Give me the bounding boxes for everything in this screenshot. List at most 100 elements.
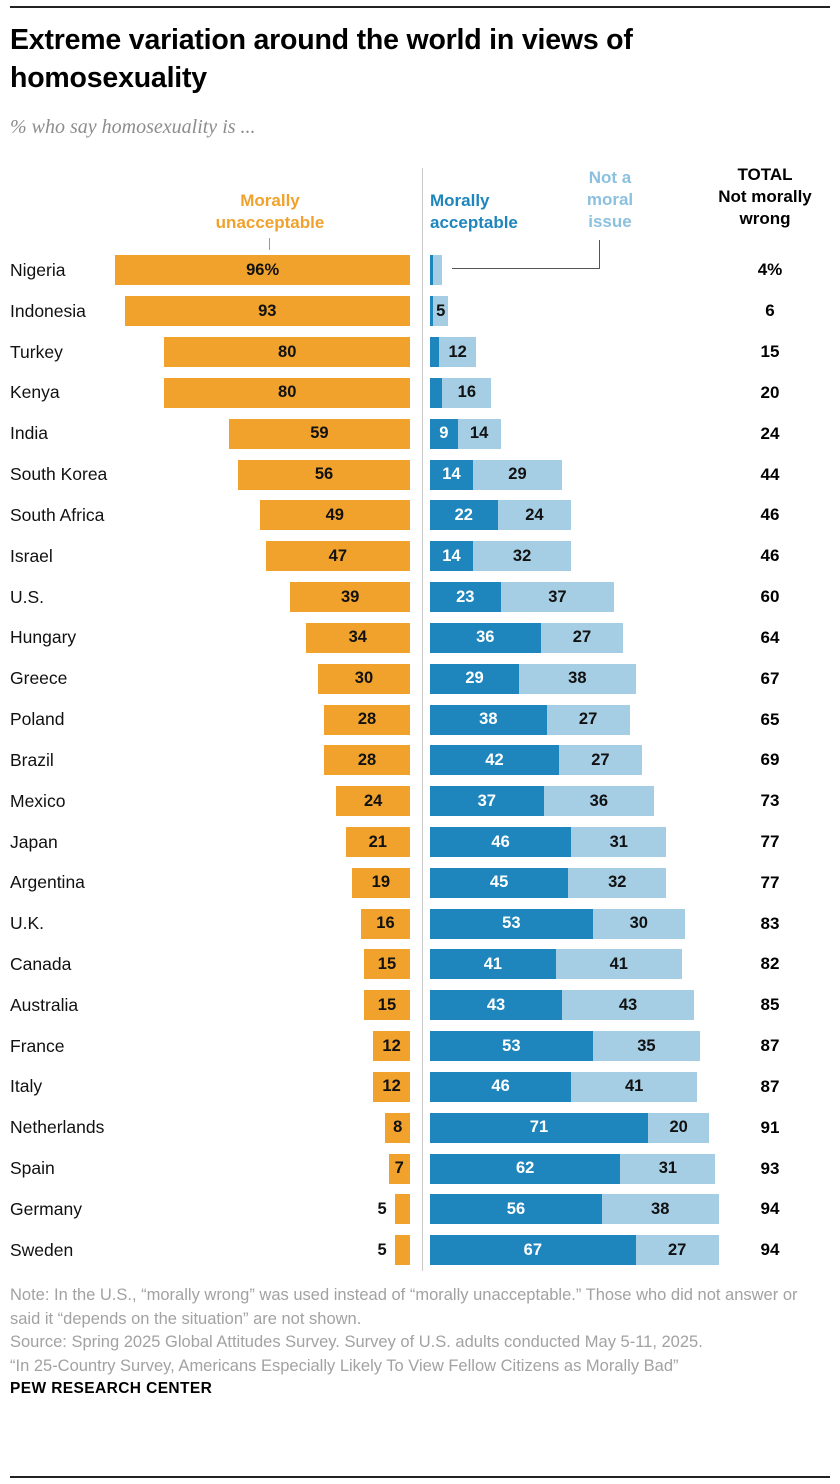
not-moral-value: 27 xyxy=(667,1240,687,1259)
unacceptable-value: 12 xyxy=(382,1036,401,1055)
unacceptable-value: 47 xyxy=(328,546,348,565)
country-label: South Africa xyxy=(10,504,105,525)
not-moral-bar: 37 xyxy=(500,582,615,613)
top-rule xyxy=(10,6,830,8)
not-moral-bar: 20 xyxy=(647,1112,710,1143)
chart-row: Poland 28 38 27 65 xyxy=(0,699,840,740)
chart-title: Extreme variation around the world in vi… xyxy=(10,24,633,94)
unacceptable-zone: 39 xyxy=(115,582,410,613)
not-moral-bar: 30 xyxy=(592,908,685,939)
unacceptable-bar: 28 xyxy=(324,704,410,735)
chart-row: Spain 7 62 31 93 xyxy=(0,1148,840,1189)
not-moral-bar: 29 xyxy=(472,459,562,490)
legend-total-sub: Not morally wrong xyxy=(718,187,812,228)
total-value: 44 xyxy=(760,464,780,484)
unacceptable-bar: 12 xyxy=(373,1031,410,1062)
country-label: Indonesia xyxy=(10,300,86,321)
acceptable-zone: 5 xyxy=(430,296,730,327)
acceptable-bar: 14 xyxy=(430,459,473,490)
footer-source: Source: Spring 2025 Global Attitudes Sur… xyxy=(10,1333,703,1352)
unacceptable-value: 28 xyxy=(357,750,377,769)
acceptable-value: 71 xyxy=(529,1118,549,1137)
acceptable-bar xyxy=(430,255,434,286)
legend-morally-unacceptable: Morally unacceptable xyxy=(215,191,325,232)
unacceptable-value: 16 xyxy=(376,914,395,933)
country-label: Netherlands xyxy=(10,1117,105,1138)
unacceptable-bar: 15 xyxy=(363,949,410,980)
unacceptable-bar: 19 xyxy=(351,867,410,898)
not-moral-bar: 35 xyxy=(592,1031,701,1062)
unacceptable-bar: 49 xyxy=(259,500,410,531)
unacceptable-bar xyxy=(394,1194,410,1225)
not-moral-bar: 27 xyxy=(540,622,624,653)
not-moral-value: 27 xyxy=(578,710,598,729)
chart-row: South Korea 56 14 29 44 xyxy=(0,454,840,495)
unacceptable-value: 7 xyxy=(394,1159,404,1178)
total-value: 94 xyxy=(760,1240,780,1260)
total-value: 83 xyxy=(760,913,780,933)
unacceptable-header-tick xyxy=(269,238,270,250)
not-moral-bar: 5 xyxy=(433,296,449,327)
unacceptable-zone: 49 xyxy=(115,500,410,531)
acceptable-zone: 36 27 xyxy=(430,622,730,653)
unacceptable-value: 8 xyxy=(393,1118,403,1137)
unacceptable-zone: 56 xyxy=(115,459,410,490)
unacceptable-value: 24 xyxy=(363,791,383,810)
unacceptable-bar xyxy=(394,1235,410,1266)
acceptable-bar: 67 xyxy=(430,1235,636,1266)
acceptable-bar: 42 xyxy=(430,745,559,776)
unacceptable-zone: 16 xyxy=(115,908,410,939)
country-label: Sweden xyxy=(10,1239,74,1260)
legend-total: TOTAL Not morally wrong xyxy=(700,164,830,230)
chart-row: Turkey 80 12 15 xyxy=(0,332,840,373)
acceptable-zone: 46 41 xyxy=(430,1071,730,1102)
country-label: Mexico xyxy=(10,790,66,811)
unacceptable-bar: 80 xyxy=(164,337,410,368)
acceptable-zone: 56 38 xyxy=(430,1194,730,1225)
unacceptable-bar: 28 xyxy=(324,745,410,776)
unacceptable-bar: 80 xyxy=(164,377,410,408)
unacceptable-zone: 19 xyxy=(115,867,410,898)
chart-row: U.S. 39 23 37 60 xyxy=(0,577,840,618)
chart-row: Japan 21 46 31 77 xyxy=(0,822,840,863)
not-moral-bar: 27 xyxy=(558,745,642,776)
acceptable-bar: 23 xyxy=(430,582,501,613)
unacceptable-zone: 7 xyxy=(115,1153,410,1184)
total-value: 60 xyxy=(760,587,780,607)
unacceptable-bar: 47 xyxy=(265,541,410,572)
not-moral-bar: 32 xyxy=(472,541,572,572)
unacceptable-zone: 28 xyxy=(115,745,410,776)
unacceptable-bar: 21 xyxy=(345,827,410,857)
not-moral-value: 35 xyxy=(637,1036,656,1055)
acceptable-zone: 71 20 xyxy=(430,1112,730,1143)
not-moral-bar: 38 xyxy=(519,663,636,694)
not-moral-bar xyxy=(433,255,443,286)
unacceptable-value: 96% xyxy=(246,260,280,279)
unacceptable-zone: 59 xyxy=(115,418,410,449)
acceptable-value: 29 xyxy=(465,669,484,688)
unacceptable-bar: 39 xyxy=(290,582,410,613)
unacceptable-value: 15 xyxy=(377,995,397,1014)
not-moral-value: 41 xyxy=(624,1077,644,1096)
acceptable-zone: 62 31 xyxy=(430,1153,730,1184)
unacceptable-bar: 56 xyxy=(238,459,410,490)
unacceptable-zone: 24 xyxy=(115,786,410,817)
acceptable-value: 53 xyxy=(502,1036,521,1055)
total-value: 87 xyxy=(760,1076,780,1096)
acceptable-value: 46 xyxy=(491,832,510,851)
legend-morally-acceptable: Morally acceptable xyxy=(430,191,518,232)
unacceptable-bar: 24 xyxy=(336,786,410,817)
unacceptable-bar: 30 xyxy=(317,663,410,694)
not-moral-value: 43 xyxy=(618,995,638,1014)
not-moral-value: 14 xyxy=(469,424,489,443)
country-label: South Korea xyxy=(10,464,108,485)
not-moral-value: 31 xyxy=(658,1159,678,1178)
acceptable-value: 62 xyxy=(515,1159,535,1178)
acceptable-value: 41 xyxy=(483,954,503,973)
unacceptable-bar: 16 xyxy=(360,908,410,939)
not-moral-value: 30 xyxy=(629,914,648,933)
footer: Note: In the U.S., “morally wrong” was u… xyxy=(10,1284,822,1401)
country-label: Kenya xyxy=(10,382,60,403)
chart-row: U.K. 16 53 30 83 xyxy=(0,903,840,944)
